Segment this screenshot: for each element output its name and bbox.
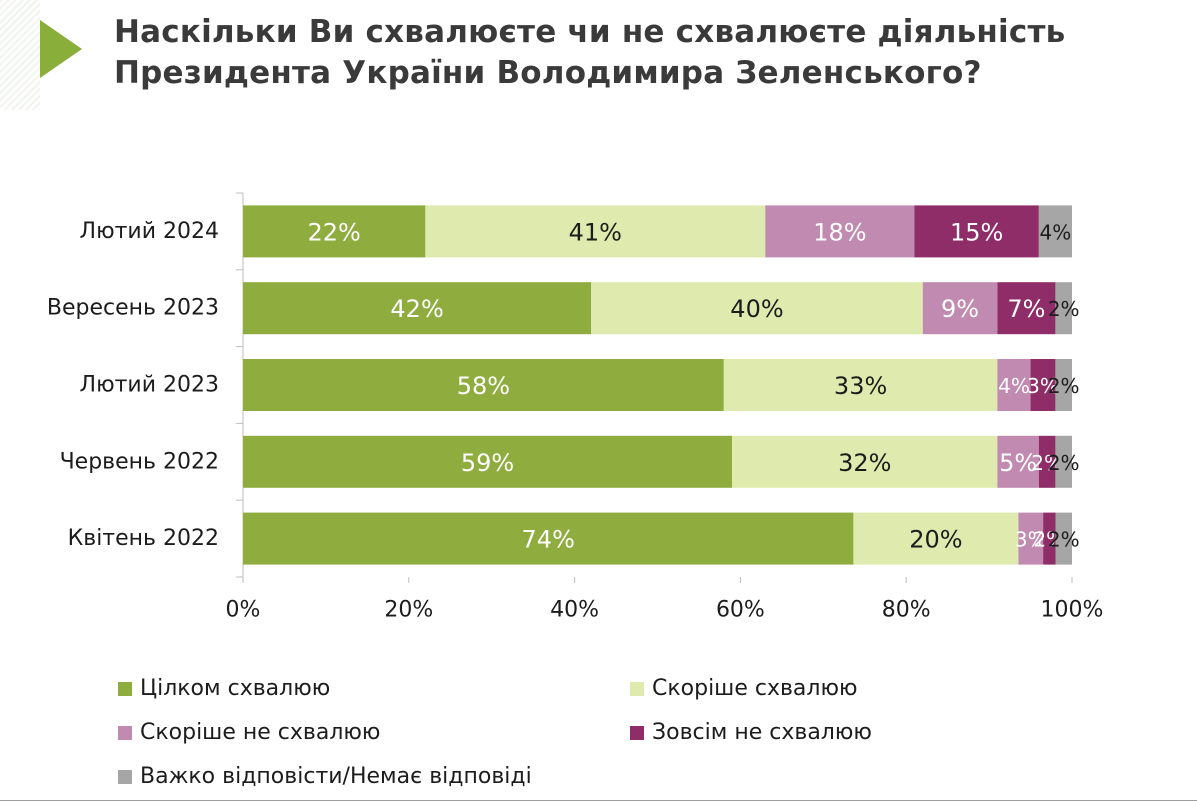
title-line-2: Президента України Володимира Зеленськог… (114, 55, 982, 91)
bar-value-label: 9% (941, 295, 979, 323)
bar-segment (591, 282, 923, 335)
bar-segment (1055, 359, 1072, 411)
bar-segment (1038, 205, 1072, 258)
title-arrow-icon (40, 20, 82, 78)
bar-segment (1055, 512, 1072, 565)
bar-segment (1030, 359, 1056, 411)
bar-segment (425, 205, 766, 258)
bar-value-label: 2% (1048, 297, 1080, 321)
bar-segment (1055, 282, 1072, 335)
legend-item: Скоріше не схвалюю (118, 720, 380, 745)
category-label: Червень 2022 (60, 449, 219, 474)
legend-label: Зовсім не схвалюю (652, 720, 872, 745)
bar-segment (1018, 512, 1044, 565)
bar-value-label: 7% (1007, 295, 1045, 323)
bar-value-label: 40% (730, 295, 783, 323)
bar-value-label: 59% (461, 449, 514, 477)
bar-value-label: 74% (522, 526, 575, 554)
bar-segment (914, 205, 1039, 258)
legend-swatch (630, 725, 644, 740)
bottom-divider (0, 800, 1197, 801)
bar-value-label: 18% (813, 218, 866, 246)
category-label: Лютий 2023 (80, 373, 219, 398)
bar-value-label: 20% (909, 526, 962, 554)
bar-value-label: 3% (1027, 374, 1059, 398)
bar-value-label: 2% (1048, 528, 1080, 552)
bar-segment (243, 435, 733, 488)
bar-segment (997, 359, 1031, 411)
category-label: Квітень 2022 (68, 526, 219, 551)
bar-segment (243, 512, 854, 565)
bar-segment (243, 282, 592, 335)
bar-segment (997, 282, 1056, 335)
bar-segment (765, 205, 915, 258)
bar-segment (1038, 435, 1056, 488)
bar-value-label: 41% (569, 218, 622, 246)
category-label: Лютий 2024 (80, 219, 219, 244)
bar-segment (243, 205, 426, 258)
x-tick-label: 60% (716, 598, 765, 623)
x-tick-label: 80% (882, 598, 931, 623)
legend-swatch (118, 769, 132, 784)
bar-segment (732, 435, 998, 488)
x-tick-label: 20% (384, 598, 433, 623)
x-tick-label: 40% (550, 598, 599, 623)
bar-value-label: 42% (390, 295, 443, 323)
bar-value-label: 32% (838, 449, 891, 477)
bar-value-label: 58% (457, 372, 510, 400)
legend-item: Скоріше схвалюю (630, 676, 858, 701)
bar-value-label: 5% (999, 449, 1037, 477)
bar-segment (997, 435, 1039, 488)
legend-swatch (630, 681, 644, 696)
title-line-1: Наскільки Ви схвалюєте чи не схвалюєте д… (114, 14, 1066, 50)
x-tick-label: 100% (1041, 598, 1104, 623)
bar-segment (853, 512, 1019, 565)
bar-segment (723, 359, 998, 411)
bar-value-label: 3% (1015, 528, 1047, 552)
corner-stripes-decoration (0, 0, 40, 110)
x-tick-label: 0% (226, 598, 261, 623)
legend-label: Цілком схвалюю (140, 676, 331, 701)
legend-item: Зовсім не схвалюю (630, 720, 872, 745)
bar-value-label: 22% (308, 218, 361, 246)
bar-value-label: 15% (950, 218, 1003, 246)
bar-value-label: 4% (1040, 220, 1072, 244)
category-label: Вересень 2023 (47, 296, 219, 321)
bar-segment (243, 359, 724, 411)
legend-label: Скоріше не схвалюю (140, 720, 381, 745)
stacked-bar-chart: Лютий 2024 22% 41% 18% 15% 4% Вересень 2023 42%… (47, 192, 1104, 623)
legend-item: Важко відповісти/Немає відповіді (118, 764, 532, 789)
legend-swatch (118, 681, 132, 696)
page-title: Наскільки Ви схвалюєте чи не схвалюєте д… (114, 12, 1174, 94)
bar-value-label: 2% (1048, 374, 1080, 398)
bar-segment (922, 282, 998, 335)
bar-value-label: 33% (834, 372, 887, 400)
bar-segment (1055, 435, 1072, 488)
bar-value-label: 2% (1048, 451, 1080, 475)
bar-value-label: 4% (998, 374, 1030, 398)
legend-item: Цілком схвалюю (118, 676, 330, 701)
bar-segment (1043, 512, 1056, 565)
legend-label: Важко відповісти/Немає відповіді (140, 764, 532, 789)
legend-swatch (118, 725, 132, 740)
legend-label: Скоріше схвалюю (652, 676, 858, 701)
